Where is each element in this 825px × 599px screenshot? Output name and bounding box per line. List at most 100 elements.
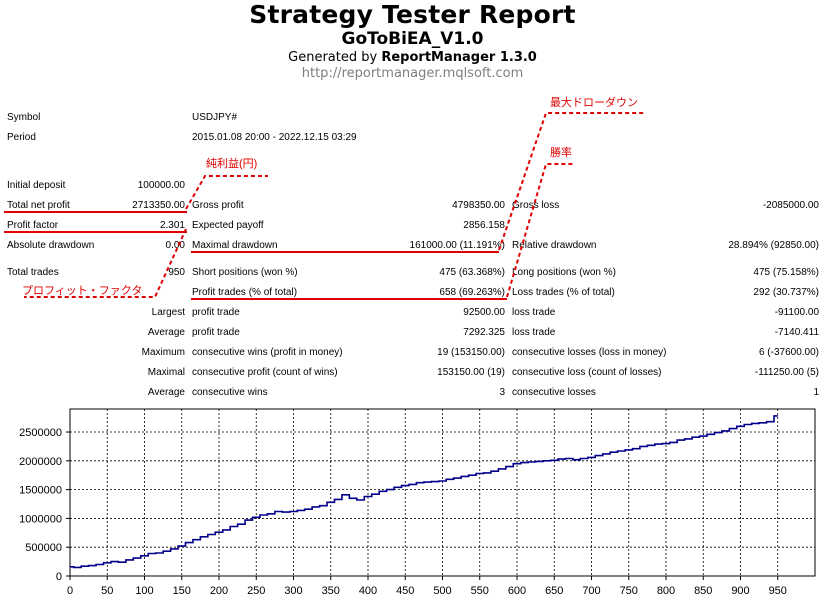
maximal-drawdown-label: Maximal drawdown (192, 240, 278, 251)
y-tick-label: 0 (56, 571, 62, 583)
avg-consecutive-losses-label: consecutive losses (512, 387, 596, 398)
relative-drawdown-value: 28.894% (92850.00) (728, 240, 819, 251)
gross-loss-value: -2085000.00 (762, 200, 819, 211)
x-tick-label: 900 (731, 585, 749, 597)
y-tick-label: 1000000 (19, 513, 62, 525)
x-tick-label: 750 (620, 585, 638, 597)
period-value: 2015.01.08 20:00 - 2022.12.15 03:29 (192, 132, 357, 143)
largest-loss-label: loss trade (512, 307, 556, 318)
x-tick-label: 350 (322, 585, 340, 597)
initial-deposit-value: 100000.00 (137, 180, 185, 191)
largest-label: Largest (151, 307, 185, 318)
largest-profit-label: profit trade (192, 307, 240, 318)
max-consecutive-losses-label: consecutive losses (loss in money) (512, 347, 667, 358)
max-drawdown-leader (498, 112, 646, 251)
annotation-net-profit: 純利益(円) (206, 158, 258, 170)
short-positions-label: Short positions (won %) (192, 267, 298, 278)
period-label: Period (7, 132, 36, 143)
x-tick-label: 500 (433, 585, 451, 597)
loss-trades-label: Loss trades (% of total) (512, 287, 615, 298)
y-tick-label: 2500000 (19, 427, 62, 439)
average-profit-label: profit trade (192, 327, 240, 338)
gross-profit-value: 4798350.00 (452, 200, 505, 211)
profit-factor-underline (4, 231, 187, 233)
avg-consecutive-wins-label: consecutive wins (192, 387, 268, 398)
x-axis-ticks: 0 50 100 150 200 250 300 350 400 450 500 550 600 650 7… (67, 576, 787, 597)
long-positions-value: 475 (75.158%) (753, 267, 819, 278)
initial-deposit-label: Initial deposit (7, 180, 66, 191)
symbol-label: Symbol (7, 112, 41, 123)
expert-advisor-name: GoToBiEA_V1.0 (341, 29, 484, 49)
x-tick-label: 250 (247, 585, 265, 597)
annotation-win-rate: 勝率 (550, 147, 572, 159)
max-consecutive-wins-label: consecutive wins (profit in money) (192, 347, 343, 358)
generated-prefix: Generated by (288, 50, 382, 65)
x-tick-label: 450 (396, 585, 414, 597)
max-drawdown-underline (191, 251, 499, 253)
x-tick-label: 100 (135, 585, 153, 597)
absolute-drawdown-label: Absolute drawdown (7, 240, 95, 251)
maximal-consecutive-profit-value: 153150.00 (19) (437, 367, 505, 378)
net-profit-underline (4, 211, 187, 213)
annotation-max-drawdown: 最大ドローダウン (550, 97, 638, 109)
y-axis-ticks: 0 500000 1000000 1500000 2000000 2500000 (19, 427, 70, 583)
gross-loss-label: Gross loss (512, 200, 560, 211)
x-tick-label: 0 (67, 585, 73, 597)
expected-payoff-label: Expected payoff (192, 220, 264, 231)
x-tick-label: 200 (210, 585, 228, 597)
y-tick-label: 500000 (25, 542, 62, 554)
x-tick-label: 650 (545, 585, 563, 597)
maximal-consecutive-loss-label: consecutive loss (count of losses) (512, 367, 662, 378)
maximal-label: Maximal (147, 367, 185, 378)
average-label: Average (147, 327, 185, 338)
gross-profit-label: Gross profit (192, 200, 244, 211)
x-tick-label: 800 (657, 585, 675, 597)
chart-grid (70, 409, 815, 576)
generated-by: Generated by ReportManager 1.3.0 (0, 50, 825, 65)
profit-trades-underline (191, 298, 507, 300)
generator-name: ReportManager 1.3.0 (381, 50, 537, 65)
y-tick-label: 2000000 (19, 456, 62, 468)
avg-consecutive-losses-value: 1 (813, 387, 819, 398)
absolute-drawdown-value: 0.00 (165, 240, 185, 251)
profit-factor-label: Profit factor (7, 220, 59, 231)
average-loss-value: -7140.411 (774, 327, 819, 338)
y-tick-label: 1500000 (19, 485, 62, 497)
long-positions-label: Long positions (won %) (512, 267, 616, 278)
x-tick-label: 600 (508, 585, 526, 597)
x-tick-label: 850 (694, 585, 712, 597)
total-trades-value: 950 (168, 267, 185, 278)
symbol-value: USDJPY# (192, 112, 238, 123)
equity-chart: 0 500000 1000000 1500000 2000000 2500000 0 50 1… (19, 408, 816, 597)
profit-trades-label: Profit trades (% of total) (192, 287, 298, 298)
total-net-profit-value: 2713350.00 (132, 200, 185, 211)
total-trades-label: Total trades (7, 267, 59, 278)
x-tick-label: 400 (359, 585, 377, 597)
average-loss-label: loss trade (512, 327, 556, 338)
maximal-consecutive-profit-label: consecutive profit (count of wins) (192, 367, 338, 378)
report-title: Strategy Tester Report (249, 0, 576, 29)
x-tick-label: 550 (471, 585, 489, 597)
short-positions-value: 475 (63.368%) (439, 267, 505, 278)
profit-trades-value: 658 (69.263%) (439, 287, 505, 298)
relative-drawdown-label: Relative drawdown (512, 240, 597, 251)
largest-profit-value: 92500.00 (463, 307, 505, 318)
maximal-drawdown-value: 161000.00 (11.191%) (409, 240, 505, 251)
x-tick-label: 150 (173, 585, 191, 597)
total-net-profit-label: Total net profit (7, 200, 70, 211)
average-profit-value: 7292.325 (463, 327, 505, 338)
profit-factor-value: 2.301 (159, 220, 185, 231)
max-consecutive-losses-value: 6 (-37600.00) (758, 347, 819, 358)
average-consecutive-label: Average (147, 387, 185, 398)
x-tick-label: 300 (284, 585, 302, 597)
x-tick-label: 700 (582, 585, 600, 597)
x-tick-label: 950 (769, 585, 787, 597)
equity-curve-line (70, 415, 778, 569)
avg-consecutive-wins-value: 3 (499, 387, 505, 398)
maximal-consecutive-loss-value: -111250.00 (5) (754, 367, 819, 378)
loss-trades-value: 292 (30.737%) (753, 287, 819, 298)
generator-url[interactable]: http://reportmanager.mqlsoft.com (301, 66, 524, 81)
annotation-profit-factor: プロフィット・ファクタ (22, 285, 143, 297)
expected-payoff-value: 2856.158 (463, 220, 505, 231)
largest-loss-value: -91100.00 (774, 307, 819, 318)
